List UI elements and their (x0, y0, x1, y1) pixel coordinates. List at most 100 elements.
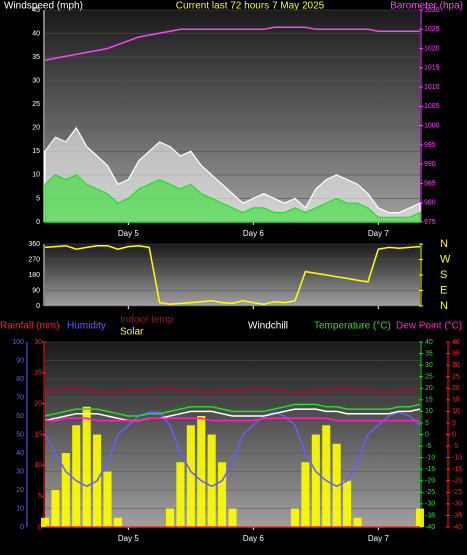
legend-label: Humidity (67, 321, 106, 332)
legend-label: Indoor temp (120, 315, 174, 326)
solar-bar (290, 508, 300, 527)
y-tick-label: 0 (425, 431, 429, 438)
y-tick-label: 5 (425, 420, 429, 427)
x-tick-label: Day 5 (118, 229, 139, 238)
y-tick-label: 985 (424, 180, 436, 187)
y-tick-label: 40 (16, 450, 24, 457)
y-tick-label: 360 (28, 241, 40, 248)
line (44, 26, 420, 61)
line (44, 411, 421, 488)
solar-bar (301, 462, 310, 527)
y-tick-label: 1025 (424, 26, 440, 33)
y-tick-label: -10 (425, 454, 435, 461)
x-tick-label: Day 6 (243, 229, 264, 238)
y-tick-label: 20 (452, 385, 460, 392)
y-tick-label: -40 (452, 524, 462, 531)
y-tick-label: -40 (425, 524, 435, 531)
y-tick-label: 180 (28, 272, 40, 279)
solar-bar (207, 434, 216, 527)
y-tick-label: 15 (34, 431, 42, 438)
y-tick-label: -10 (452, 454, 462, 461)
y-tick-label: -5 (425, 443, 431, 450)
y-tick-label: 20 (32, 125, 40, 132)
solar-bar (72, 425, 81, 527)
solar-bar (82, 406, 91, 527)
area (44, 174, 421, 223)
y-tick-label: 0 (36, 219, 40, 226)
line (45, 417, 420, 422)
y-tick-label: 5 (38, 493, 42, 500)
y-tick-label: 1005 (424, 103, 440, 110)
y-tick-label: -25 (452, 489, 462, 496)
axis-label: Barometer (hpa) (390, 1, 463, 12)
y-tick-label: -20 (425, 478, 435, 485)
y-tick-label: S (440, 269, 447, 281)
y-tick-label: 5 (452, 420, 456, 427)
legend-label: Temperature (°C) (314, 321, 391, 332)
y-tick-label: -35 (425, 512, 435, 519)
solar-bar (228, 508, 237, 527)
solar-bar (353, 517, 362, 527)
y-tick-label: -5 (452, 443, 458, 450)
y-tick-label: 10 (34, 462, 42, 469)
y-tick-label: N (440, 238, 448, 250)
y-tick-label: 35 (425, 350, 433, 357)
y-tick-label: 30 (425, 362, 433, 369)
y-tick-label: 975 (424, 219, 436, 226)
solar-bar (322, 425, 331, 527)
y-tick-label: -35 (452, 512, 462, 519)
y-tick-label: -15 (425, 466, 435, 473)
x-tick-label: Day 7 (368, 229, 389, 238)
y-tick-label: 995 (424, 142, 436, 149)
x-tick-label: Day 7 (368, 534, 389, 543)
y-tick-label: W (440, 253, 451, 265)
y-tick-label: 990 (424, 161, 436, 168)
line (44, 244, 421, 306)
chart-title: Current last 72 hours 7 May 2025 (176, 1, 325, 12)
y-tick-label: 100 (12, 339, 24, 346)
solar-bar (218, 462, 227, 527)
y-tick-label: -25 (425, 489, 435, 496)
y-tick-label: 30 (32, 78, 40, 85)
y-tick-label: 60 (16, 413, 24, 420)
y-tick-label: 30 (16, 468, 24, 475)
solar-bar (186, 425, 195, 527)
solar-bar (61, 453, 70, 527)
solar-bar (40, 517, 50, 527)
y-tick-label: N (440, 300, 448, 312)
y-tick-label: 20 (425, 385, 433, 392)
line (44, 408, 421, 422)
y-tick-label: 1015 (424, 65, 440, 72)
y-tick-label: 40 (32, 30, 40, 37)
solar-bar (415, 508, 425, 527)
y-tick-label: E (440, 284, 447, 296)
y-tick-label: -30 (425, 501, 435, 508)
solar-bar (332, 443, 341, 527)
legend-label: Dew Point (°C) (396, 321, 462, 332)
y-tick-label: 0 (38, 524, 42, 531)
y-tick-label: 45 (32, 7, 40, 14)
solar-bar (343, 480, 352, 527)
solar-bar (51, 490, 60, 527)
y-tick-label: 1010 (424, 84, 440, 91)
solar-bar (113, 517, 122, 527)
y-tick-label: -20 (452, 478, 462, 485)
y-tick-label: 10 (16, 505, 24, 512)
solar-bar (197, 416, 206, 527)
y-tick-label: 40 (452, 339, 460, 346)
x-tick-label: Day 6 (243, 534, 264, 543)
solar-bar (311, 434, 320, 527)
y-tick-label: 10 (452, 408, 460, 415)
line (45, 387, 421, 394)
y-tick-label: 70 (16, 394, 24, 401)
y-tick-label: 270 (28, 256, 40, 263)
y-tick-label: 1030 (424, 7, 440, 14)
solar-bar (103, 471, 112, 527)
y-tick-label: 25 (452, 374, 460, 381)
y-tick-label: 90 (16, 357, 24, 364)
y-tick-label: 1020 (424, 45, 440, 52)
y-tick-label: -30 (452, 501, 462, 508)
legend-label: Rainfall (mm) (0, 321, 59, 332)
legend-label: Windchill (248, 321, 288, 332)
